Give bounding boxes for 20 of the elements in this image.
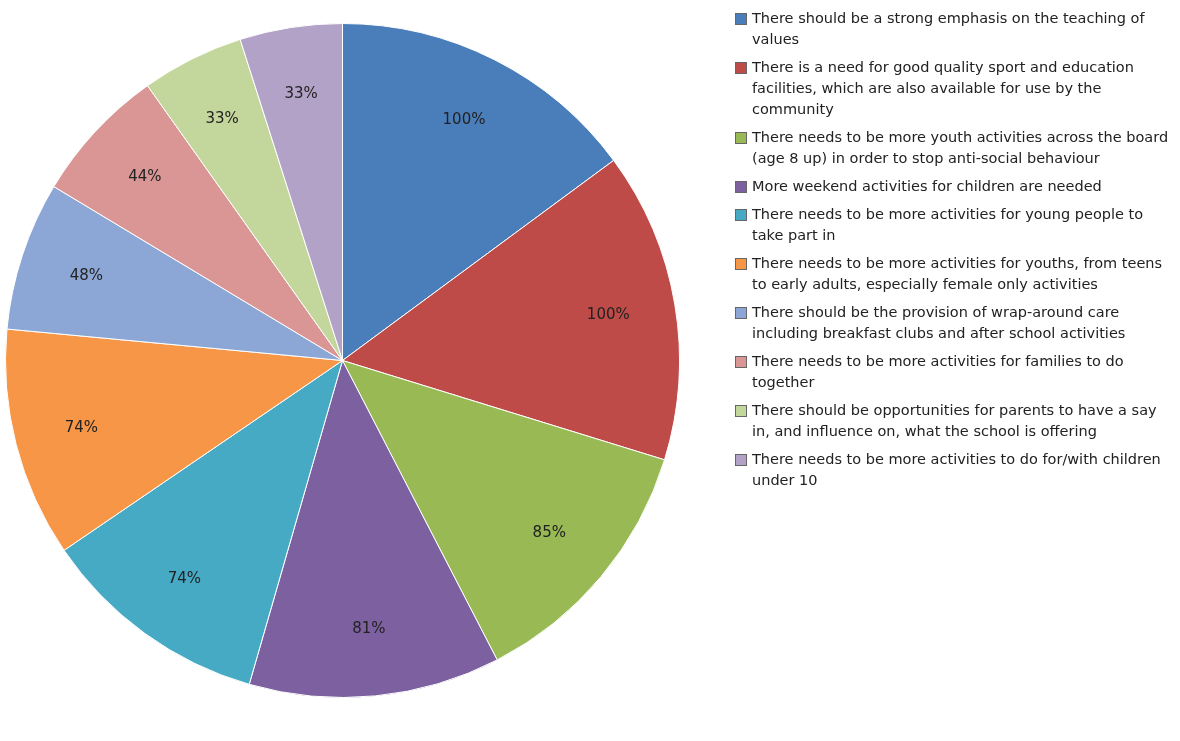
data-label: 81% (352, 618, 386, 637)
legend-label: There needs to be more activities to do for/with children under 10 (752, 450, 1162, 490)
data-label: 85% (532, 523, 566, 542)
data-label: 74% (167, 568, 202, 587)
legend-label: There needs to be more activities for youths, from teens to early adults, especially female only activities (752, 254, 1164, 294)
legend-label: There needs to be more youth activities across the board (age 8 up) in order to stop anti-social behaviour (752, 128, 1170, 168)
data-label: 100% (442, 109, 486, 128)
data-label: 74% (64, 417, 99, 436)
legend-label: There should be a strong emphasis on the teaching of values (752, 9, 1146, 49)
legend-label: There should be opportunities for parents to have a say in, and influence on, what the school is offering (752, 401, 1158, 441)
legend-label: There needs to be more activities for families to do together (752, 352, 1125, 392)
data-label: 44% (128, 167, 162, 186)
data-label: 33% (205, 109, 239, 128)
legend-label: There is a need for good quality sport and education facilities, which are also available for use by the community (752, 58, 1135, 119)
legend-label: There should be the provision of wrap-around care including breakfast clubs and after school activities (752, 303, 1127, 343)
legend-label: More weekend activities for children are needed (752, 177, 1102, 196)
data-label: 100% (586, 305, 630, 324)
data-label: 48% (69, 266, 104, 285)
data-label: 33% (284, 83, 318, 102)
legend-label: There needs to be more activities for young people to take part in (752, 205, 1145, 245)
